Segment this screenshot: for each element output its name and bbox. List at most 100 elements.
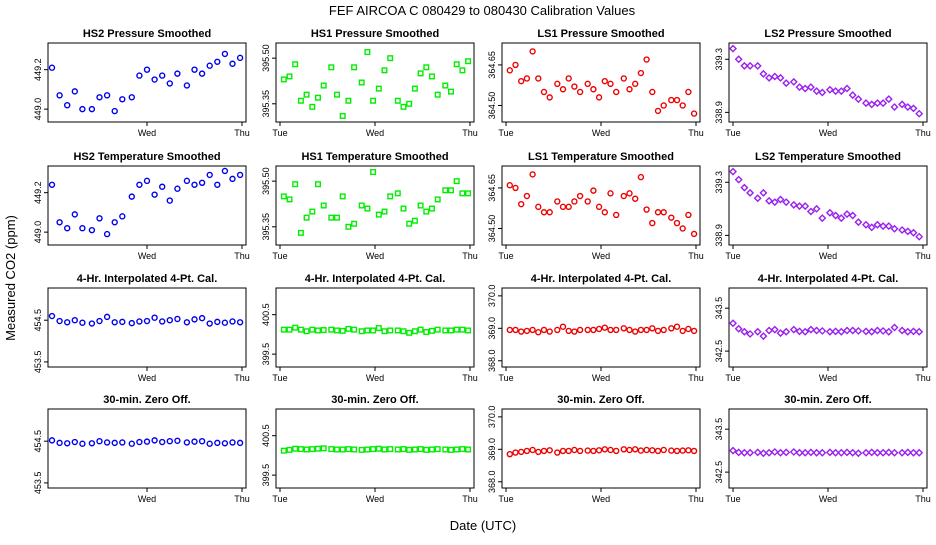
data-point [668,325,675,332]
panel-8: LS2 Temperature Smoothed 338.9 339.3 Tue Wed… [714,151,931,261]
data-point [559,86,567,93]
y-tick-label: 368.0 [487,470,497,493]
data-point [801,327,810,336]
x-tick-label: Thu [462,373,478,383]
data-point [315,94,322,101]
data-point [71,317,79,324]
data-point [151,191,158,198]
data-point [734,55,743,64]
data-point [626,190,633,197]
data-point [370,327,377,334]
data-point [795,202,804,211]
data-point [620,446,627,453]
data-point [280,326,287,333]
data-point [782,448,791,457]
panel-7: LS1 Temperature Smoothed 364.50 364.65 Tue W… [487,151,704,261]
data-point [690,447,698,455]
data-point [96,215,103,222]
data-point [607,326,614,334]
data-point [229,318,236,325]
data-point [315,327,322,334]
data-point [806,325,815,334]
data-point [837,327,846,336]
x-tick-label: Tue [725,494,740,504]
panel-10: 4-Hr. Interpolated 4-Pt. Cal. 399.5 400.5 T… [261,273,478,383]
data-point [236,439,244,447]
data-point [375,445,382,452]
y-tick-label: 369.0 [487,317,497,340]
data-point [221,319,229,326]
y-tick-label: 454.5 [33,430,43,453]
panel-frame [47,42,247,123]
data-point [613,211,620,219]
panel-title: 30-min. Zero Off. [557,394,644,406]
data-point [103,230,111,238]
panel-9: 4-Hr. Interpolated 4-Pt. Cal. 453.5 454.5 W… [33,273,250,383]
data-point [309,446,316,453]
y-tick-label: 449.0 [33,221,43,244]
data-point [280,76,287,83]
x-tick-label: Tue [272,494,287,504]
data-point [898,326,907,335]
data-point [111,319,118,326]
data-point [584,326,591,334]
data-point [63,440,71,447]
data-point [789,447,798,456]
data-point [765,196,774,205]
data-point [434,446,441,453]
y-tick-label: 343.5 [714,297,724,320]
data-point [909,104,918,113]
data-point [442,446,449,453]
panel-frame [728,165,928,246]
data-point [286,73,293,80]
data-point [280,193,287,200]
data-point [879,99,888,108]
data-point [595,203,603,211]
data-point [158,72,166,79]
data-point [280,447,287,454]
data-point [685,88,692,96]
data-point [370,446,377,453]
data-point [136,72,143,79]
x-tick-label: Tue [272,373,287,383]
data-point [753,194,762,203]
panel-3: LS1 Pressure Smoothed 364.50 364.65 Tue Wed T… [487,28,704,138]
data-point [111,439,118,447]
data-point [812,448,821,457]
data-point [540,326,548,334]
data-point [571,446,578,454]
data-point [740,327,749,336]
panel-frame [275,42,475,123]
data-point [309,326,316,333]
data-point [387,193,394,200]
data-point [351,64,358,71]
data-point [812,204,821,213]
data-point [364,327,371,334]
data-point [448,327,455,334]
data-point [358,79,365,86]
data-point [903,227,912,236]
x-tick-label: Thu [234,494,250,504]
data-point [136,318,143,325]
data-point [601,446,608,453]
data-point [759,69,768,78]
x-tick-label: Wed [138,373,156,383]
data-point [459,446,466,453]
data-point [746,448,755,457]
data-point [649,88,656,96]
data-point [843,448,851,457]
data-point [448,187,455,194]
data-point [649,219,656,227]
data-point [660,326,667,334]
data-point [309,208,316,215]
y-tick-label: 338.9 [714,224,724,247]
data-point [848,91,857,100]
data-point [506,67,513,74]
data-point [759,332,768,341]
data-point [825,448,834,457]
data-point [512,61,519,69]
data-point [236,171,244,179]
data-point [660,446,667,454]
data-point [71,88,79,95]
